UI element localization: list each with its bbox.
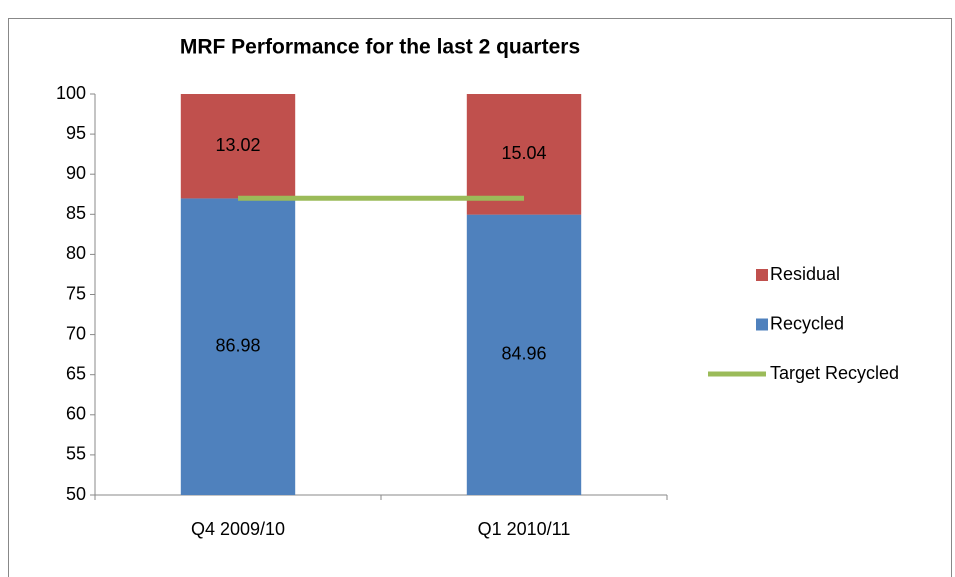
bar-segment — [466, 214, 582, 496]
chart-title: MRF Performance for the last 2 quarters — [180, 36, 580, 59]
x-tick-label: Q4 2009/10 — [191, 519, 285, 539]
legend-label: Recycled — [770, 313, 844, 333]
y-tick-label: 55 — [66, 444, 86, 464]
data-label: 84.96 — [501, 344, 546, 364]
legend-swatch — [756, 318, 768, 331]
bar-segment — [180, 94, 296, 199]
bar-segment — [180, 198, 296, 495]
y-tick-label: 60 — [66, 404, 86, 424]
y-tick-label: 70 — [66, 323, 86, 343]
y-tick-label: 95 — [66, 123, 86, 143]
y-tick-label: 50 — [66, 484, 86, 504]
legend-swatch — [756, 269, 768, 281]
bar-segment — [466, 94, 582, 215]
y-tick-label: 100 — [56, 83, 86, 103]
x-tick-label: Q1 2010/11 — [478, 519, 571, 539]
data-label: 86.98 — [215, 335, 260, 355]
data-label: 15.04 — [501, 143, 546, 163]
y-tick-label: 85 — [66, 203, 86, 223]
data-label: 13.02 — [215, 135, 260, 155]
y-tick-label: 90 — [66, 163, 86, 183]
y-tick-label: 80 — [66, 243, 86, 263]
y-tick-label: 75 — [66, 283, 86, 303]
legend-label: Target Recycled — [770, 363, 899, 383]
legend-label: Residual — [770, 264, 840, 284]
y-tick-label: 65 — [66, 363, 86, 383]
